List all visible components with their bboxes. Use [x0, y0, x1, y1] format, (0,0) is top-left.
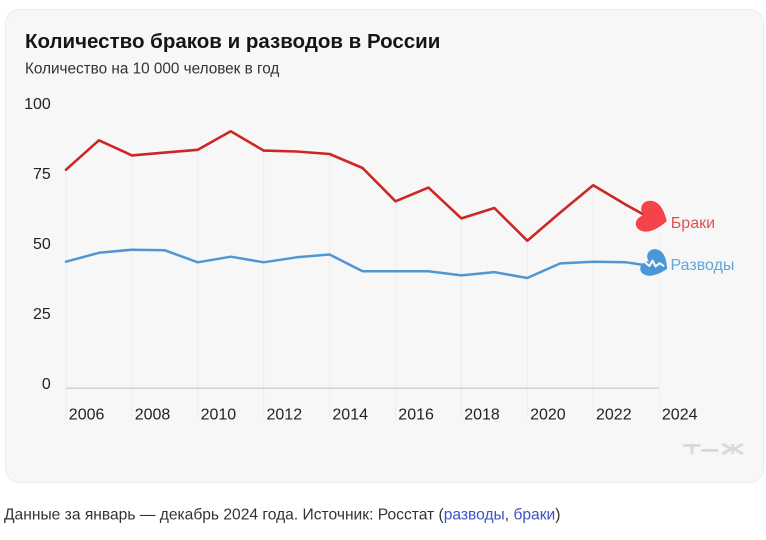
svg-text:2022: 2022	[596, 407, 632, 424]
svg-text:Разводы: Разводы	[671, 257, 735, 274]
svg-text:0: 0	[42, 376, 51, 393]
svg-text:2008: 2008	[135, 407, 171, 424]
svg-text:2010: 2010	[201, 407, 237, 424]
svg-text:2024: 2024	[662, 407, 698, 424]
svg-text:25: 25	[33, 306, 51, 323]
svg-text:2006: 2006	[69, 407, 105, 424]
svg-text:2014: 2014	[332, 407, 368, 424]
svg-text:Данные за январь — декабрь 202: Данные за январь — декабрь 2024 года. Ис…	[4, 507, 560, 524]
svg-text:Количество браков и разводов в: Количество браков и разводов в России	[25, 30, 440, 53]
svg-text:2018: 2018	[464, 407, 500, 424]
svg-text:2016: 2016	[398, 407, 434, 424]
svg-text:100: 100	[24, 96, 51, 113]
svg-text:Браки: Браки	[671, 215, 715, 232]
svg-text:75: 75	[33, 166, 51, 183]
svg-text:2012: 2012	[267, 407, 303, 424]
svg-text:50: 50	[33, 236, 51, 253]
svg-text:Количество на 10 000 человек в: Количество на 10 000 человек в год	[25, 61, 279, 78]
svg-text:2020: 2020	[530, 407, 566, 424]
